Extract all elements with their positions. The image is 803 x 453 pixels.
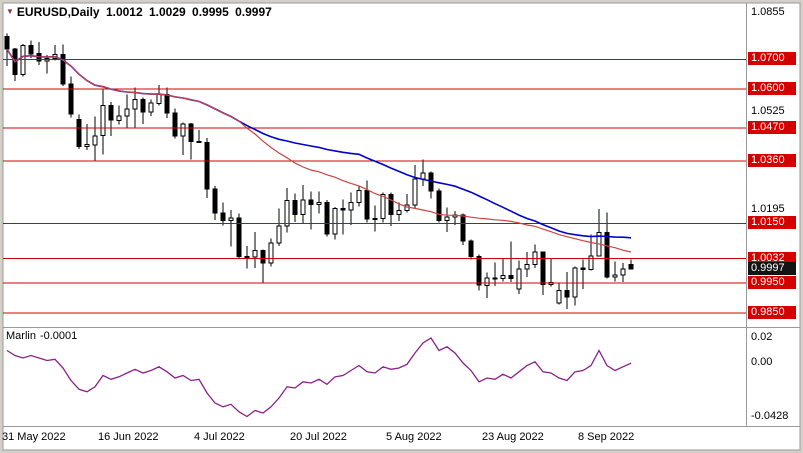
fast-moving-average-line[interactable] (6, 48, 632, 253)
candle-body (300, 199, 306, 215)
candle-body (244, 255, 250, 258)
candle-body (60, 54, 66, 85)
candle-body (436, 190, 442, 221)
indicator-name: Marlin (6, 330, 36, 342)
candle-body (124, 108, 130, 117)
candle-body (316, 201, 322, 206)
candle-body (260, 249, 266, 264)
candle-body (20, 45, 26, 75)
candle-body (324, 201, 330, 235)
candle-body (284, 200, 290, 227)
candle-body (236, 217, 242, 257)
symbol-dropdown-icon[interactable]: ▼ (6, 7, 14, 16)
candle-body (132, 98, 138, 110)
candle-body (172, 112, 178, 137)
candle-body (156, 93, 162, 104)
indicator-title: Marlin -0.0001 (6, 330, 81, 342)
candle-body (340, 207, 346, 211)
candle-body (476, 255, 482, 286)
candle-body (164, 93, 170, 114)
candle-body (540, 251, 546, 286)
candle-body (484, 277, 490, 286)
candle-body (92, 135, 98, 146)
candle-body (580, 267, 586, 271)
ohlc-high: 1.0029 (149, 5, 186, 19)
candle-body (220, 212, 226, 221)
candle-body (68, 83, 74, 115)
candle-body (564, 289, 570, 298)
candle-body (308, 199, 314, 206)
candle-body (116, 115, 122, 121)
candle-body (516, 268, 522, 290)
marlin-indicator-line[interactable] (6, 337, 632, 418)
candle-body (364, 189, 370, 220)
candle-body (508, 275, 514, 279)
candle-body (332, 207, 338, 235)
candle-body (460, 214, 466, 242)
candle-body (380, 194, 386, 220)
candle-body (388, 194, 394, 215)
candle-body (228, 217, 234, 222)
candle-body (188, 123, 194, 142)
ohlc-open: 1.0012 (105, 5, 143, 19)
candle-body (500, 275, 506, 279)
candle-body (620, 268, 626, 276)
candle-body (412, 178, 418, 206)
candle-body (252, 249, 258, 258)
candle-body (276, 225, 282, 244)
candle-body (492, 277, 498, 280)
ohlc-close: 0.9997 (235, 5, 272, 19)
candle-body (604, 231, 610, 278)
candle-body (148, 102, 154, 113)
candle-body (100, 104, 106, 137)
candle-body (356, 189, 362, 203)
candle-body (108, 104, 114, 121)
pane-separators[interactable] (3, 3, 800, 427)
candle-body (84, 144, 90, 147)
candle-body (140, 98, 146, 113)
candle-body (292, 200, 298, 215)
indicator-value: -0.0001 (39, 330, 78, 342)
candle-body (372, 218, 378, 221)
ohlc-low: 0.9995 (192, 5, 229, 19)
chart-title: ▼ EURUSD,Daily 1.0012 1.0029 0.9995 0.999… (6, 5, 275, 19)
candle-body (28, 45, 34, 55)
candle-body (396, 210, 402, 216)
candle-body (556, 289, 562, 304)
candle-body (612, 274, 618, 278)
candle-body (196, 140, 202, 143)
candle-body (180, 123, 186, 137)
candle-body (4, 35, 10, 50)
candle-body (444, 216, 450, 221)
candle-body (588, 255, 594, 271)
candle-body (348, 201, 354, 211)
candle-body (420, 172, 426, 180)
candle-body (204, 141, 210, 190)
candle-body (212, 188, 218, 214)
candle-body (268, 242, 274, 264)
candle-body (524, 264, 530, 270)
candle-body (76, 118, 82, 148)
candle-body (468, 240, 474, 257)
symbol-period-label: EURUSD,Daily (16, 5, 100, 19)
candle-body (628, 264, 634, 270)
